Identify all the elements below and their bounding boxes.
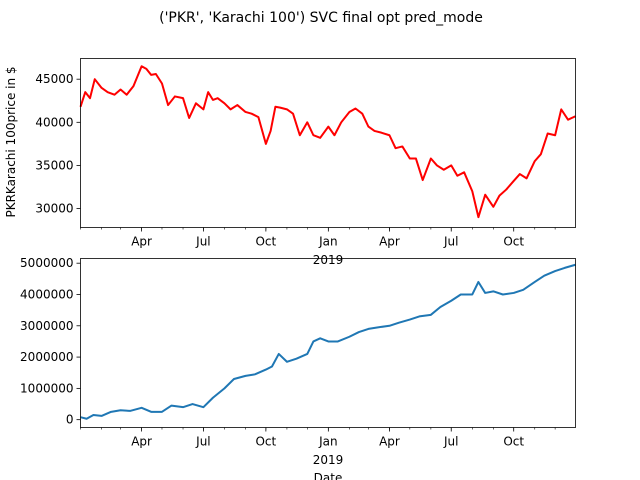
portfolio-y-tick-label: 4000000	[20, 287, 73, 301]
price-x-ticks: Apr Jul Oct Jan Apr Jul Oct	[131, 227, 524, 249]
portfolio-y-tick-label: 2000000	[20, 350, 73, 364]
price-x-axis-label: 2019	[313, 253, 344, 267]
portfolio-y-tick-label: 5000000	[20, 256, 73, 270]
portfolio-x-tick-label: Apr	[379, 435, 400, 449]
price-y-axis-label: PKRKarachi 100price in $	[4, 66, 18, 217]
price-y-tick-label: 40000	[35, 115, 73, 129]
portfolio-x-tick-label: Jan	[318, 435, 338, 449]
price-x-tick-label: Jan	[318, 235, 338, 249]
portfolio-x-axis-label: 2019	[313, 453, 344, 467]
price-x-tick-label: Oct	[255, 235, 276, 249]
portfolio-series-line	[80, 263, 576, 420]
price-chart: PKRKarachi 100price in $ 30000 35000 40000…	[4, 58, 576, 267]
portfolio-y-tick-label: 0	[66, 413, 74, 427]
portfolio-x-tick-label: Oct	[503, 435, 524, 449]
portfolio-x-tick-label: Jul	[443, 435, 458, 449]
price-x-tick-label: Jul	[443, 235, 458, 249]
portfolio-y-tick-label: 3000000	[20, 319, 73, 333]
price-series-line	[79, 65, 576, 219]
price-y-tick-label: 45000	[35, 72, 73, 86]
price-x-tick-label: Oct	[503, 235, 524, 249]
price-plot-frame	[80, 58, 576, 228]
portfolio-chart: 0 1000000 2000000 3000000 4000000 5000000 Apr…	[20, 256, 576, 480]
portfolio-x-tick-label: Jul	[195, 435, 210, 449]
date-axis-label: Date	[314, 471, 343, 480]
portfolio-y-tick-label: 1000000	[20, 381, 73, 395]
portfolio-x-ticks: Apr Jul Oct Jan Apr Jul Oct	[131, 427, 524, 449]
price-x-tick-label: Jul	[195, 235, 210, 249]
price-x-tick-label: Apr	[131, 235, 152, 249]
price-y-ticks: 30000 35000 40000 45000	[35, 72, 81, 216]
price-x-tick-label: Apr	[379, 235, 400, 249]
portfolio-plot-frame	[80, 258, 576, 428]
portfolio-y-ticks: 0 1000000 2000000 3000000 4000000 5000000	[20, 256, 81, 427]
portfolio-x-tick-label: Apr	[131, 435, 152, 449]
figure-title: ('PKR', 'Karachi 100') SVC final opt pre…	[159, 10, 483, 26]
portfolio-x-tick-label: Oct	[255, 435, 276, 449]
price-y-tick-label: 30000	[35, 202, 73, 216]
price-y-tick-label: 35000	[35, 158, 73, 172]
